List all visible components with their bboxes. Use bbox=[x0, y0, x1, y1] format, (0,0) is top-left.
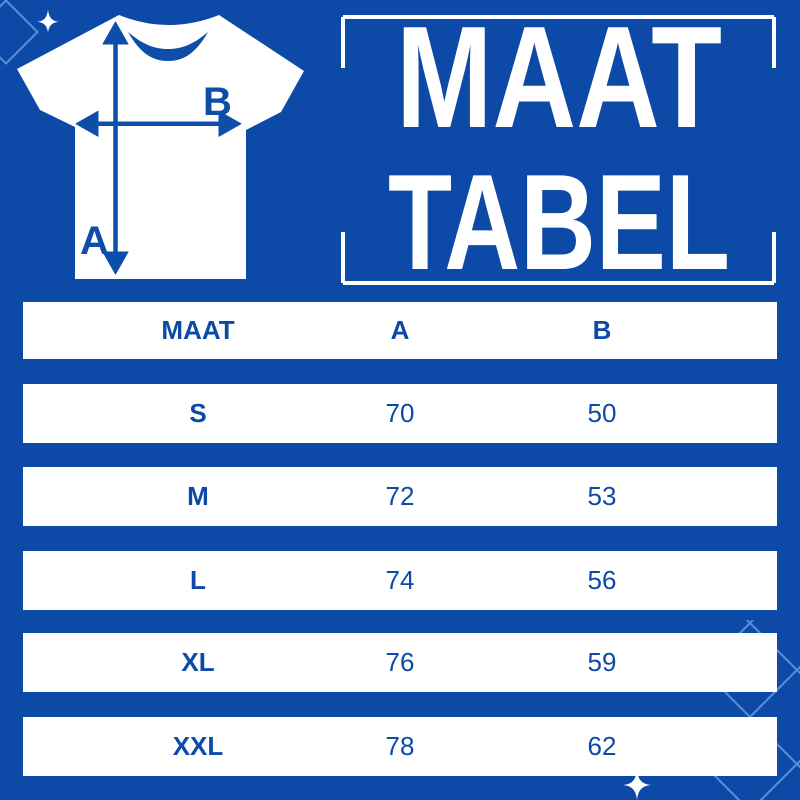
svg-text:A: A bbox=[80, 219, 109, 263]
svg-text:TABEL: TABEL bbox=[388, 146, 730, 298]
svg-text:MAAT: MAAT bbox=[396, 0, 722, 158]
svg-text:B: B bbox=[203, 80, 232, 124]
